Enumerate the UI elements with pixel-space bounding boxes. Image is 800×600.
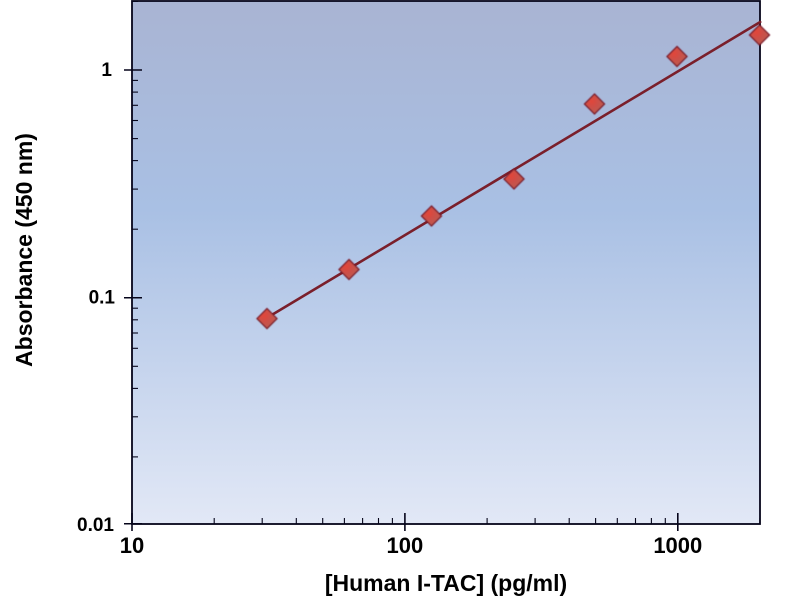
- svg-text:[Human I-TAC] (pg/ml): [Human I-TAC] (pg/ml): [325, 570, 567, 596]
- svg-text:Absorbance (450 nm): Absorbance (450 nm): [11, 133, 37, 367]
- svg-text:10: 10: [120, 533, 144, 558]
- svg-text:0.1: 0.1: [89, 288, 116, 309]
- svg-text:1: 1: [101, 60, 112, 81]
- svg-text:100: 100: [387, 533, 424, 558]
- svg-text:1000: 1000: [653, 533, 702, 558]
- svg-text:0.01: 0.01: [77, 515, 114, 536]
